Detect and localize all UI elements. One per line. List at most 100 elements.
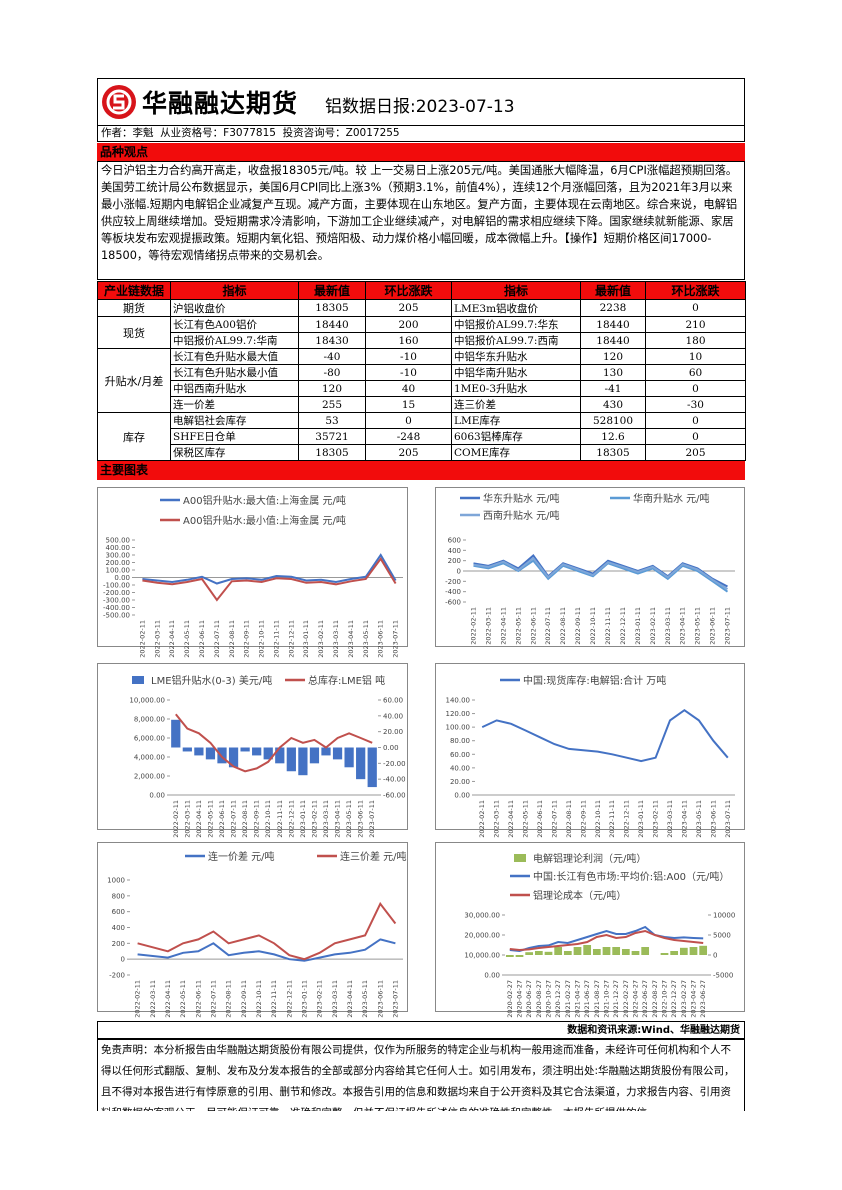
x-tick-label: 2023-06-11 [376, 980, 384, 1018]
value-cell: 18440 [580, 332, 646, 349]
x-tick-label: 2023-07-11 [368, 800, 376, 838]
x-tick-label: 2020-12-27 [554, 980, 562, 1018]
x-tick-label: 2022-10-27 [661, 980, 669, 1018]
x-tick-label: 2023-01-11 [302, 620, 310, 658]
bar [544, 951, 553, 955]
indicator-cell: 沪铝收盘价 [170, 299, 299, 317]
x-tick-label: 2021-12-27 [612, 980, 620, 1018]
table-header-cell: 指标 [451, 281, 581, 300]
table-row: 连一价差 255 15 连三价差 430 -30 [98, 396, 746, 413]
x-tick-label: 2022-08-11 [228, 620, 236, 658]
x-tick-label: 2023-06-11 [709, 800, 717, 838]
value-cell: 18305 [298, 299, 366, 317]
x-tick-label: 2023-07-11 [724, 607, 732, 645]
y-tick-label: 60.00 [383, 697, 403, 705]
x-tick-label: 2023-07-11 [391, 980, 399, 1018]
x-tick-label: 2021-02-27 [564, 980, 572, 1018]
legend-label: 连一价差 元/吨 [208, 850, 275, 863]
y-tick-label: 40.00 [450, 764, 470, 772]
y-tick-label: -60.00 [383, 792, 406, 800]
group-label: 库存 [97, 412, 171, 461]
x-tick-label: 2022-09-11 [574, 607, 582, 645]
x-tick-label: 2022-06-11 [198, 620, 206, 658]
line-series [175, 713, 373, 773]
x-tick-label: 2022-12-11 [285, 980, 293, 1018]
legend-label: 中国:现货库存:电解铝:合计 万吨 [523, 674, 666, 687]
x-tick-label: 2020-06-27 [525, 980, 533, 1018]
indicator-cell: 中铝报价AL99.7:华南 [170, 332, 299, 349]
bar [612, 947, 621, 955]
x-tick-label: 2022-10-11 [264, 800, 272, 838]
x-tick-label: 2022-12-11 [287, 620, 295, 658]
x-tick-label: 2022-12-27 [670, 980, 678, 1018]
table-header-cell: 指标 [170, 281, 299, 300]
x-tick-label: 2021-08-27 [593, 980, 601, 1018]
x-tick-label: 2022-11-11 [272, 620, 280, 658]
value-cell: 205 [645, 444, 746, 461]
value-cell: -10 [365, 364, 452, 381]
x-tick-label: 2023-01-11 [634, 607, 642, 645]
x-tick-label: 2023-04-11 [346, 980, 354, 1018]
x-tick-label: 2022-11-11 [276, 800, 284, 838]
bar [252, 747, 262, 756]
x-tick-label: 2023-03-11 [331, 980, 339, 1018]
x-tick-label: 2022-05-11 [522, 800, 530, 838]
chart-frame [97, 842, 408, 1012]
y-tick-label: -300.00 [103, 597, 130, 605]
chart-frame [435, 663, 745, 830]
bar [670, 951, 679, 955]
y-tick-label: 400 [112, 924, 125, 932]
x-tick-label: 2023-01-11 [637, 800, 645, 838]
x-tick-label: 2022-10-11 [594, 800, 602, 838]
y-tick-label: 600 [112, 908, 125, 916]
x-tick-label: 2022-08-11 [559, 607, 567, 645]
value-cell: 255 [298, 396, 366, 413]
x-tick-label: 2023-03-11 [332, 620, 340, 658]
bar [631, 951, 640, 955]
x-tick-label: 2022-02-11 [134, 980, 142, 1018]
bar [515, 955, 524, 957]
y-tick-label: 200 [112, 940, 125, 948]
table-row: 升贴水/月差 长江有色升贴水最大值 -40 -10 中铝华东升贴水 120 10 [97, 348, 746, 413]
x-tick-label: 2023-01-11 [299, 800, 307, 838]
value-cell: 60 [645, 364, 746, 381]
y-tick-label: 20,000.00 [464, 932, 500, 940]
bar [689, 947, 698, 955]
bar [275, 747, 285, 764]
indicator-cell: COME库存 [451, 444, 581, 461]
legend-swatch [132, 676, 144, 684]
x-tick-label: 2022-10-11 [589, 607, 597, 645]
x-tick-label: 2022-12-11 [623, 800, 631, 838]
bar [641, 947, 650, 955]
x-tick-label: 2023-05-11 [695, 800, 703, 838]
x-tick-label: 2023-04-11 [679, 607, 687, 645]
x-tick-label: 2020-02-27 [506, 980, 514, 1018]
x-tick-label: 2020-10-27 [545, 980, 553, 1018]
x-tick-label: 2023-02-11 [317, 620, 325, 658]
x-tick-label: 2022-08-27 [651, 980, 659, 1018]
y-tick-label: 100.00 [446, 724, 471, 732]
y-tick-label: 500.00 [106, 537, 131, 545]
table-header-cell: 最新值 [298, 281, 366, 300]
legend-label: 总库存:LME铝 吨 [308, 674, 385, 687]
x-tick-label: 2022-03-11 [149, 980, 157, 1018]
x-tick-label: 2022-03-11 [493, 800, 501, 838]
y-tick-label: 20.00 [383, 728, 403, 736]
x-tick-label: 2023-02-11 [310, 800, 318, 838]
bar [534, 951, 543, 955]
y-tick-label: 0.00 [484, 972, 500, 980]
y-tick-label: 1000 [107, 877, 125, 885]
y-tick-label: 400 [448, 547, 461, 555]
x-tick-label: 2022-04-27 [632, 980, 640, 1018]
data-table: 产业链数据 指标 最新值 环比涨跌 指标 最新值 环比涨跌 期货 沪铝收盘价 18305 205 LM… [97, 281, 746, 461]
logo [102, 85, 136, 119]
indicator-cell: 保税区库存 [170, 444, 299, 461]
value-cell: 180 [645, 332, 746, 349]
bar [228, 747, 239, 768]
value-cell: 18305 [580, 444, 646, 461]
x-tick-label: 2022-04-11 [507, 800, 515, 838]
bar [583, 945, 592, 955]
x-tick-label: 2022-06-27 [641, 980, 649, 1018]
x-tick-label: 2022-09-11 [243, 620, 251, 658]
